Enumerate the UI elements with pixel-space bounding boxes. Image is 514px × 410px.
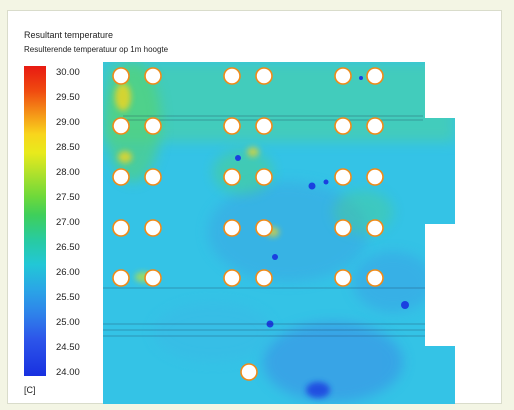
column — [144, 168, 162, 186]
column — [112, 269, 130, 287]
cold-spot — [272, 254, 278, 260]
column — [223, 117, 241, 135]
column — [334, 67, 352, 85]
cold-spot — [235, 155, 241, 161]
cool-zone — [153, 302, 273, 362]
hot-spot — [115, 83, 131, 111]
column — [144, 67, 162, 85]
column — [144, 269, 162, 287]
cold-spot — [323, 179, 329, 185]
color-scale-bar — [24, 66, 46, 376]
column — [334, 269, 352, 287]
legend-tick: 29.50 — [56, 92, 80, 103]
legend-tick: 24.00 — [56, 367, 80, 378]
column — [366, 219, 384, 237]
cold-spot — [308, 182, 316, 190]
legend-tick: 28.50 — [56, 142, 80, 153]
legend-tick: 24.50 — [56, 342, 80, 353]
hot-spot — [118, 151, 132, 163]
legend-tick: 29.00 — [56, 117, 80, 128]
legend-tick: 27.50 — [56, 192, 80, 203]
column — [144, 117, 162, 135]
cold-spot — [306, 382, 330, 398]
structure-lines — [103, 115, 455, 337]
cool-zone — [353, 252, 433, 312]
column — [144, 219, 162, 237]
cool-zone — [208, 182, 368, 282]
column — [223, 219, 241, 237]
legend-tick: 26.00 — [56, 267, 80, 278]
column — [366, 67, 384, 85]
legend-unit: [C] — [24, 385, 36, 395]
legend-tick: 28.00 — [56, 167, 80, 178]
temperature-map-svg — [103, 62, 455, 404]
column — [366, 168, 384, 186]
figure-title: Resultant temperature — [24, 30, 114, 40]
legend-tick: 25.00 — [56, 317, 80, 328]
floor-field — [103, 62, 455, 404]
column — [223, 67, 241, 85]
cold-spot — [401, 301, 409, 309]
column — [255, 67, 273, 85]
column — [255, 269, 273, 287]
column — [366, 269, 384, 287]
column — [112, 168, 130, 186]
column-grid — [112, 67, 384, 381]
temperature-map — [103, 62, 455, 404]
column — [255, 219, 273, 237]
column — [240, 363, 258, 381]
cool-zone — [263, 322, 403, 402]
column — [334, 117, 352, 135]
column — [255, 168, 273, 186]
column — [223, 168, 241, 186]
column — [366, 117, 384, 135]
column — [112, 117, 130, 135]
column — [223, 269, 241, 287]
legend-tick: 27.00 — [56, 217, 80, 228]
cold-spot — [359, 76, 363, 80]
column — [112, 219, 130, 237]
column — [334, 219, 352, 237]
figure-subtitle: Resulterende temperatuur op 1m hoogte — [24, 45, 169, 54]
legend-tick: 25.50 — [56, 292, 80, 303]
legend-tick: 26.50 — [56, 242, 80, 253]
hot-spot — [247, 147, 259, 157]
legend-tick: 30.00 — [56, 67, 80, 78]
column — [112, 67, 130, 85]
column — [255, 117, 273, 135]
column — [334, 168, 352, 186]
